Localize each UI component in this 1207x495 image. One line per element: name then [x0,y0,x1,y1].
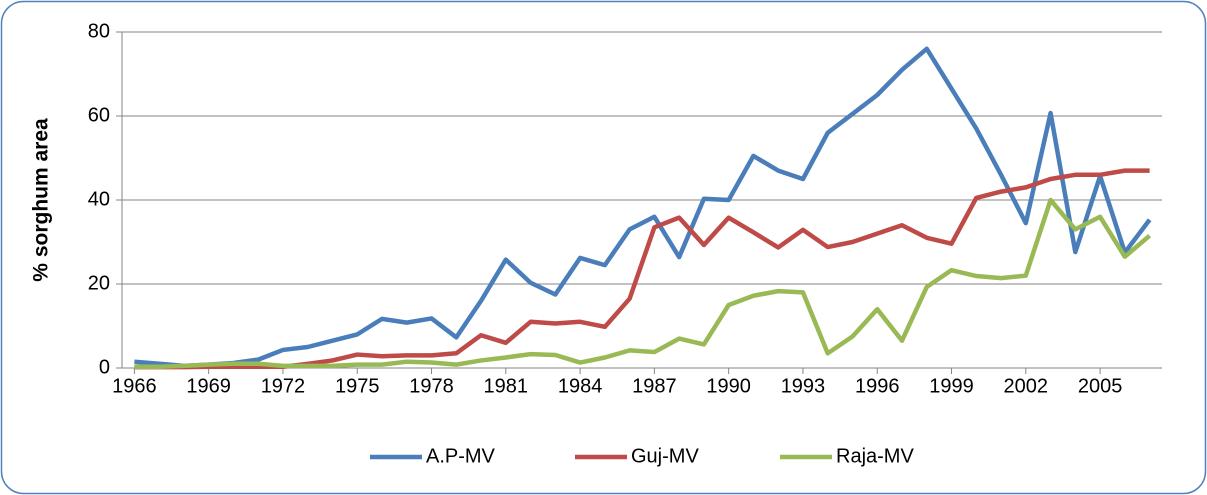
x-tick-label: 1975 [335,375,380,397]
x-tick-label: 1981 [484,375,529,397]
x-tick-label: 1972 [261,375,306,397]
x-tick-label: 1969 [186,375,231,397]
x-tick-label: 1999 [929,375,974,397]
series-line [134,46,1152,369]
x-tick-label: 1996 [855,375,900,397]
x-tick-label: 1987 [632,375,677,397]
y-tick-label: 80 [88,20,110,42]
series-line [134,197,1152,369]
x-tick-label: 1993 [781,375,826,397]
x-tick-label: 2002 [1004,375,1049,397]
y-axis-label: % sorghum area [30,118,53,282]
y-tick-label: 0 [99,356,110,378]
legend-label: A.P-MV [426,445,496,467]
y-tick-label: 60 [88,104,110,126]
y-tick-label: 20 [88,272,110,294]
x-tick-label: 1966 [112,375,157,397]
x-tick-label: 2005 [1078,375,1123,397]
legend-label: Raja-MV [836,445,914,467]
x-tick-label: 1978 [409,375,454,397]
x-tick-label: 1990 [706,375,751,397]
y-tick-label: 40 [88,188,110,210]
legend-label: Guj-MV [631,445,699,467]
x-tick-label: 1984 [558,375,603,397]
